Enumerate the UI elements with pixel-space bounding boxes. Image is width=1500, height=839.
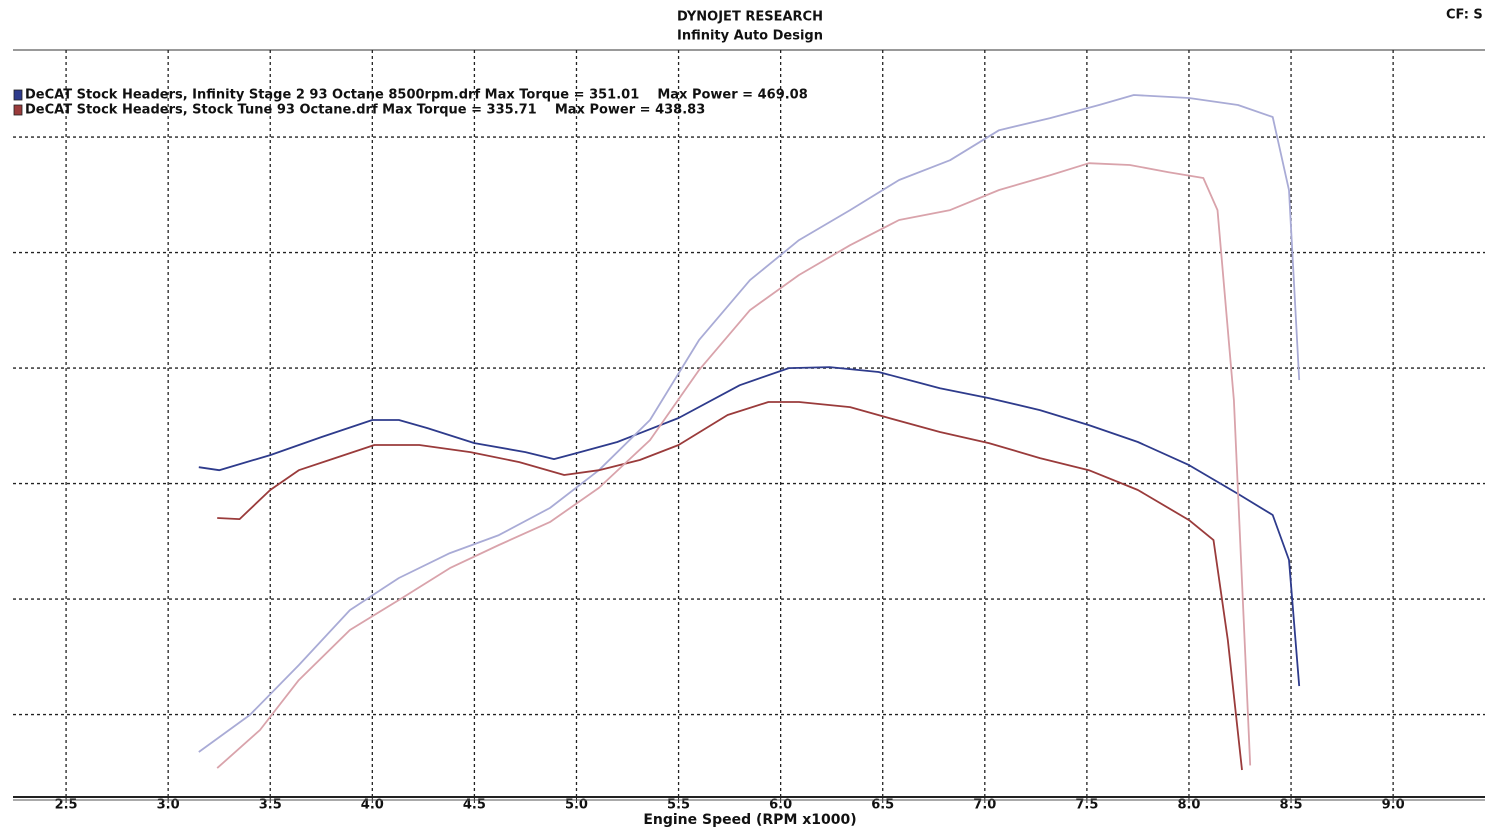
series-line: [216, 162, 1252, 769]
series-line: [198, 366, 1301, 687]
x-tick-label: 7.0: [973, 798, 996, 813]
corner-label: CF: S: [1446, 8, 1483, 23]
x-tick-label: 7.5: [1075, 798, 1098, 813]
x-tick-label: 5.5: [667, 798, 690, 813]
legend-label: DeCAT Stock Headers, Stock Tune 93 Octan…: [25, 103, 705, 118]
legend-swatch: [13, 104, 23, 116]
x-tick-label: 8.5: [1280, 798, 1303, 813]
x-tick-label: 9.0: [1382, 798, 1405, 813]
x-tick-label: 3.0: [157, 798, 180, 813]
chart-subtitle: Infinity Auto Design: [677, 29, 823, 44]
x-tick-label: 5.0: [565, 798, 588, 813]
legend-label: DeCAT Stock Headers, Infinity Stage 2 93…: [25, 88, 808, 103]
series-line: [217, 401, 1243, 771]
chart-title: DYNOJET RESEARCH: [677, 10, 823, 25]
series-line: [198, 94, 1301, 753]
x-axis-label: Engine Speed (RPM x1000): [643, 812, 856, 828]
x-tick-label: 4.5: [463, 798, 486, 813]
x-tick-label: 6.0: [769, 798, 792, 813]
legend-swatch: [13, 89, 23, 101]
x-tick-label: 8.0: [1177, 798, 1200, 813]
x-tick-label: 2.5: [55, 798, 78, 813]
x-tick-label: 4.0: [361, 798, 384, 813]
x-tick-label: 6.5: [871, 798, 894, 813]
x-tick-label: 3.5: [259, 798, 282, 813]
